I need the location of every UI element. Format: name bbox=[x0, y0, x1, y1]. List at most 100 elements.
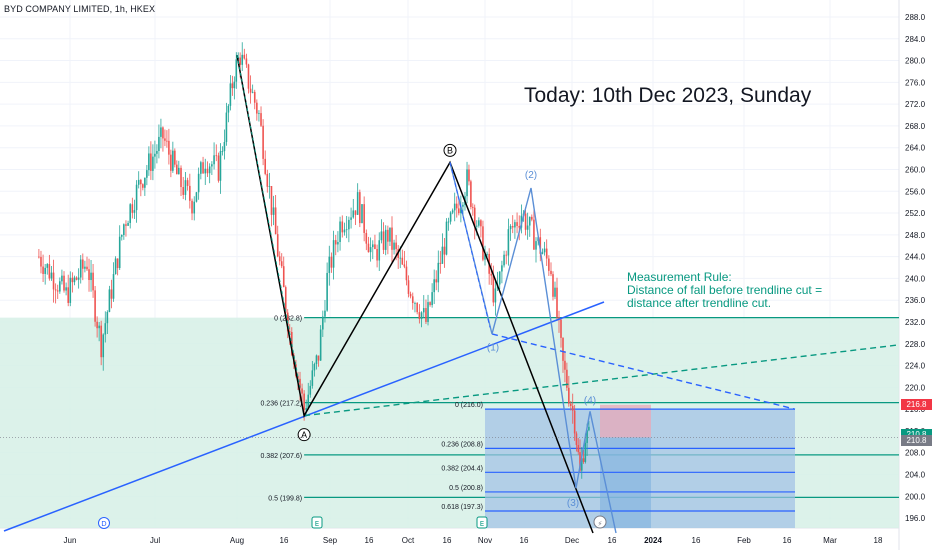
candle-body bbox=[356, 192, 359, 215]
fib1-level-label: 0.382 (207.6) bbox=[260, 453, 302, 460]
candle-body bbox=[197, 173, 200, 193]
candle-body bbox=[437, 262, 440, 283]
candle-body bbox=[251, 91, 254, 93]
candle-body bbox=[451, 210, 454, 213]
candle-body bbox=[416, 303, 418, 313]
candle-body bbox=[501, 265, 503, 272]
candle-body bbox=[334, 240, 337, 245]
wave-label-sub: (3) bbox=[567, 498, 579, 509]
candle-body bbox=[42, 266, 44, 274]
candle-body bbox=[123, 224, 125, 236]
candle-body bbox=[92, 272, 94, 291]
x-tick-label: Jul bbox=[150, 536, 160, 545]
candle-body bbox=[148, 153, 150, 171]
x-tick-label: Mar bbox=[823, 536, 837, 545]
candles bbox=[38, 42, 590, 479]
wave-label-sub: (1) bbox=[487, 343, 499, 354]
candle-body bbox=[509, 226, 512, 230]
candle-body bbox=[556, 287, 558, 318]
candle-body bbox=[414, 303, 416, 304]
candle-body bbox=[106, 311, 109, 324]
candle-body bbox=[518, 225, 521, 228]
candle-body bbox=[262, 125, 264, 159]
candle-body bbox=[332, 240, 335, 268]
wave-label-a: A bbox=[301, 430, 307, 440]
candle-body bbox=[422, 308, 425, 313]
candle-body bbox=[61, 275, 63, 282]
y-tick-label: 232.0 bbox=[905, 318, 926, 327]
candle-body bbox=[378, 240, 381, 261]
candle-body bbox=[71, 277, 74, 283]
candle-body bbox=[575, 433, 578, 446]
candle-body bbox=[118, 236, 121, 269]
fib1-level-label: 0.5 (199.8) bbox=[268, 495, 302, 502]
candle-body bbox=[562, 337, 564, 361]
candle-body bbox=[56, 290, 59, 292]
position-stop-zone bbox=[600, 404, 651, 438]
candle-body bbox=[102, 334, 105, 358]
wave-a-dashed bbox=[236, 54, 301, 388]
candle-body bbox=[313, 364, 316, 371]
candle-body bbox=[52, 272, 55, 290]
candle-body bbox=[341, 221, 344, 233]
candle-body bbox=[545, 248, 548, 259]
candle-body bbox=[365, 232, 368, 244]
event-marker-label: D bbox=[101, 520, 106, 528]
candle-body bbox=[533, 219, 535, 250]
candle-body bbox=[470, 181, 472, 207]
candle-body bbox=[343, 229, 346, 233]
candle-body bbox=[480, 220, 482, 227]
candle-body bbox=[328, 256, 331, 273]
candle-body bbox=[482, 226, 484, 260]
candle-body bbox=[146, 170, 148, 178]
candle-body bbox=[363, 204, 365, 233]
candle-body bbox=[90, 272, 92, 281]
today-annotation[interactable]: Today: 10th Dec 2023, Sunday bbox=[524, 84, 812, 107]
candle-body bbox=[69, 277, 72, 303]
candle-body bbox=[425, 308, 427, 322]
candle-body bbox=[135, 184, 138, 211]
candle-body bbox=[468, 169, 470, 182]
y-tick-label: 284.0 bbox=[905, 35, 926, 44]
candle-body bbox=[401, 257, 404, 265]
candle-body bbox=[125, 224, 127, 226]
candle-body bbox=[241, 54, 244, 65]
candle-body bbox=[359, 192, 361, 224]
candle-body bbox=[514, 222, 516, 228]
candle-body bbox=[152, 156, 154, 171]
candle-body bbox=[393, 242, 395, 250]
candle-body bbox=[282, 266, 285, 288]
marked-price-tag: 216.8 bbox=[901, 399, 932, 411]
y-tick-label: 276.0 bbox=[905, 78, 926, 87]
y-tick-label: 224.0 bbox=[905, 362, 926, 371]
candle-body bbox=[280, 261, 283, 267]
candle-body bbox=[59, 281, 61, 292]
candle-body bbox=[552, 274, 554, 297]
candle-body bbox=[84, 266, 86, 269]
candle-body bbox=[223, 141, 226, 152]
x-tick-minor-label: 16 bbox=[443, 536, 452, 545]
candle-body bbox=[409, 293, 412, 297]
trendlines bbox=[3, 54, 900, 534]
candle-body bbox=[243, 54, 246, 59]
candle-body bbox=[172, 150, 174, 171]
blue-dashed-trendline bbox=[491, 333, 796, 410]
candle-body bbox=[309, 385, 312, 395]
x-tick-minor-label: 16 bbox=[280, 536, 289, 545]
measurement-rule-annotation[interactable]: Measurement Rule: Distance of fall befor… bbox=[627, 271, 822, 310]
candle-body bbox=[484, 254, 486, 260]
candle-body bbox=[142, 184, 144, 188]
x-tick-label: Nov bbox=[478, 536, 492, 545]
candle-body bbox=[303, 393, 305, 411]
x-tick-label: Aug bbox=[230, 536, 244, 545]
candle-body bbox=[548, 258, 550, 271]
candle-body bbox=[219, 151, 222, 181]
x-tick-minor-label: 18 bbox=[874, 536, 883, 545]
fib1-level-label: 0.236 (217.2) bbox=[260, 401, 302, 408]
candle-body bbox=[348, 219, 350, 230]
candle-body bbox=[164, 138, 166, 141]
y-tick-label: 204.0 bbox=[905, 471, 926, 480]
candle-body bbox=[311, 370, 314, 386]
